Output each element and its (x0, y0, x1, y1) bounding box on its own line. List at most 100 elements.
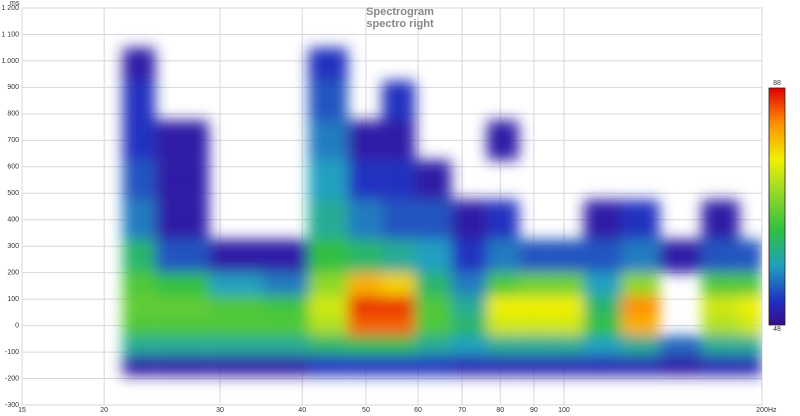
heat-cell (208, 315, 264, 336)
x-tick-label: 30 (216, 407, 224, 414)
heat-cell (155, 295, 209, 316)
heat-cell (621, 239, 660, 273)
x-tick-label: 20 (100, 407, 108, 414)
heat-cell (739, 335, 762, 356)
x-tick-label: 50 (362, 407, 370, 414)
heat-cell (155, 239, 209, 273)
heat-cell (739, 315, 762, 336)
heat-cell (347, 295, 383, 316)
heat-cell (701, 295, 740, 316)
x-tick-label: 90 (530, 407, 538, 414)
heat-cell (155, 272, 209, 296)
heat-cell (415, 335, 452, 356)
heat-cell (263, 239, 309, 273)
heat-cell (486, 335, 519, 356)
heat-cell (518, 295, 549, 316)
heat-cell (548, 295, 584, 316)
heat-cell (701, 315, 740, 336)
heat-cell (701, 355, 740, 376)
chart-title: Spectrogram (366, 6, 434, 18)
heat-cell (308, 272, 348, 296)
heat-cell (382, 335, 416, 356)
x-tick-label: 15 (18, 407, 26, 414)
heat-cell (263, 295, 309, 316)
heat-cell (701, 272, 740, 296)
heat-cell (155, 315, 209, 336)
heat-cell (486, 272, 519, 296)
heat-cell (122, 120, 156, 161)
heat-cell (451, 335, 487, 356)
heat-cell (451, 355, 487, 376)
heat-cell (583, 355, 622, 376)
heat-cell (659, 335, 702, 356)
spectrogram (122, 47, 762, 376)
heat-cell (382, 315, 416, 336)
heat-cell (308, 199, 348, 240)
heat-cell (486, 355, 519, 376)
heat-cell (548, 272, 584, 296)
colorbar-max: 88 (773, 80, 781, 87)
heat-cell (308, 295, 348, 316)
heat-cell (122, 160, 156, 200)
heat-cell (208, 335, 264, 356)
y-tick-label: 900 (7, 84, 19, 91)
y-tick-label: 400 (7, 217, 19, 224)
heat-cell (382, 160, 416, 200)
heat-cell (415, 160, 452, 200)
heat-cell (701, 199, 740, 240)
heat-cell (739, 272, 762, 296)
x-unit: Hz (768, 407, 777, 414)
heat-cell (451, 295, 487, 316)
y-tick-label: 700 (7, 137, 19, 144)
y-tick-label: 0 (15, 322, 19, 329)
heat-cell (415, 355, 452, 376)
x-tick-label: 70 (458, 407, 466, 414)
heat-cell (486, 295, 519, 316)
heat-cell (659, 239, 702, 273)
y-tick-label: 200 (7, 270, 19, 277)
heat-cell (308, 160, 348, 200)
heat-cell (548, 239, 584, 273)
heat-cell (486, 199, 519, 240)
heat-cell (548, 335, 584, 356)
heat-cell (208, 239, 264, 273)
y-tick-label: 1.000 (1, 58, 19, 65)
heat-cell (583, 315, 622, 336)
heat-cell (739, 295, 762, 316)
heat-cell (739, 355, 762, 376)
heat-cell (518, 335, 549, 356)
heat-cell (122, 199, 156, 240)
heat-cell (122, 315, 156, 336)
heat-cell (659, 355, 702, 376)
heat-cell (701, 335, 740, 356)
heat-cell (486, 120, 519, 161)
heat-cell (122, 335, 156, 356)
heat-cell (451, 315, 487, 336)
heat-cell (518, 272, 549, 296)
heat-cell (415, 272, 452, 296)
x-tick-label: 80 (496, 407, 504, 414)
heat-cell (122, 80, 156, 121)
heat-cell (308, 120, 348, 161)
y-tick-label: -300 (5, 402, 19, 409)
heat-cell (486, 239, 519, 273)
heat-cell (451, 272, 487, 296)
y-tick-label: 600 (7, 164, 19, 171)
heat-cell (486, 315, 519, 336)
heat-cell (583, 295, 622, 316)
x-tick-label: 60 (414, 407, 422, 414)
y-tick-label: 300 (7, 243, 19, 250)
heat-cell (382, 80, 416, 121)
heat-cell (208, 272, 264, 296)
heat-cell (451, 239, 487, 273)
heat-cell (382, 295, 416, 316)
heat-cell (621, 335, 660, 356)
heat-cell (208, 295, 264, 316)
heat-cell (347, 355, 383, 376)
heat-cell (308, 80, 348, 121)
heat-cell (347, 272, 383, 296)
y-unit: ms (10, 0, 20, 7)
heat-cell (415, 295, 452, 316)
x-tick-label: 40 (298, 407, 306, 414)
